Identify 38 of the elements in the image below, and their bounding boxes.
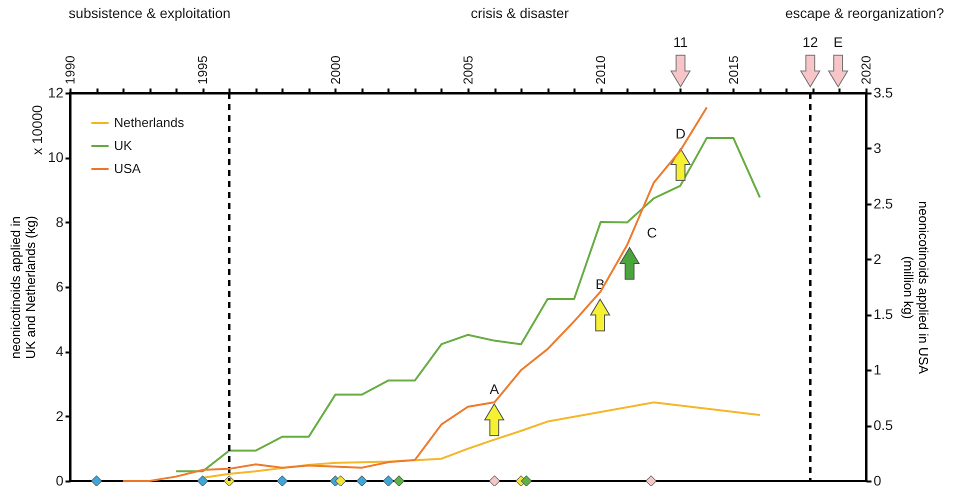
x-tick-label: 2020 bbox=[858, 56, 874, 84]
y-tick-label: 6 bbox=[56, 278, 64, 294]
y-tick-label: 4 bbox=[56, 343, 64, 360]
y-tick-label: 2 bbox=[56, 408, 64, 424]
text: subsistence & exploitation bbox=[68, 5, 231, 21]
line-series bbox=[175, 136, 761, 472]
text: E bbox=[833, 34, 843, 50]
y2-tick-label: 0.5 bbox=[874, 417, 894, 434]
y2-axis-title: neonicotinoids applied in USA (million kg) bbox=[900, 201, 931, 374]
y-tick-label: 8 bbox=[56, 214, 64, 230]
legend-label: Netherlands bbox=[114, 115, 185, 130]
y2-tick-label: 1.5 bbox=[874, 306, 894, 322]
text: escape & reorganization? bbox=[785, 5, 944, 21]
x-tick-label: 2010 bbox=[593, 56, 608, 84]
y2-tick-label: 3 bbox=[874, 140, 882, 156]
y-tick-label: 0 bbox=[56, 472, 64, 488]
legend-label: USA bbox=[114, 161, 142, 176]
y-axis-title: neonicotinoids applied in UK and Netherlands (kg) bbox=[8, 216, 38, 360]
y2-tick-label: 2 bbox=[874, 250, 882, 267]
text: 11 bbox=[673, 34, 688, 50]
legend-label: UK bbox=[114, 138, 132, 153]
annotation: C bbox=[646, 224, 657, 240]
x-tick-label: 2015 bbox=[726, 56, 741, 84]
x-tick-label: 1995 bbox=[195, 56, 210, 84]
y2-tick-label: 1 bbox=[874, 362, 882, 378]
annotation: D bbox=[675, 126, 686, 142]
text: 12 bbox=[802, 34, 818, 50]
text: x 10000 bbox=[29, 104, 45, 155]
x-tick-label: 1990 bbox=[62, 56, 78, 84]
y2-tick-label: 3.5 bbox=[874, 84, 894, 100]
x-tick-label: 2000 bbox=[328, 56, 343, 84]
y-tick-label: 12 bbox=[48, 84, 64, 100]
text: crisis & disaster bbox=[470, 5, 570, 21]
x-tick-label: 2005 bbox=[460, 56, 476, 84]
y2-tick-label: 0 bbox=[874, 472, 882, 488]
annotation: A bbox=[490, 380, 500, 397]
y2-tick-label: 2.5 bbox=[874, 195, 894, 212]
y-tick-label: 10 bbox=[48, 149, 64, 166]
